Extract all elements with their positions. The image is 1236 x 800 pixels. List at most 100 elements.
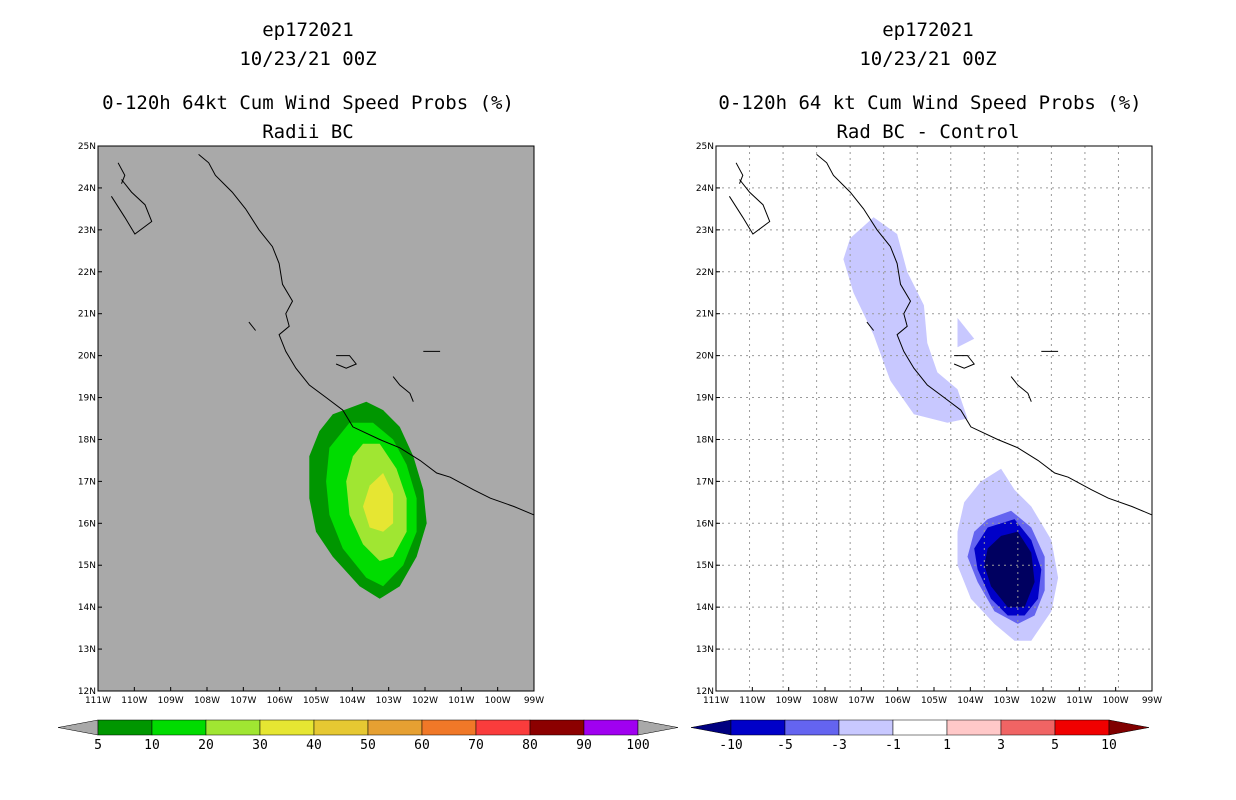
y-tick-label: 17N <box>78 477 96 487</box>
colorbar-label: 100 <box>626 738 649 753</box>
left-panel-title: 0-120h 64kt Cum Wind Speed Probs (%) <box>102 92 514 114</box>
x-tick-label: 99W <box>1142 696 1162 706</box>
colorbar-segment <box>529 719 585 736</box>
colorbar-label: 10 <box>144 738 160 753</box>
x-tick-label: 109W <box>158 696 184 706</box>
colorbar-label: 3 <box>997 738 1005 753</box>
y-tick-label: 23N <box>78 226 96 236</box>
x-tick-label: 104W <box>957 696 983 706</box>
colorbar-segment <box>730 719 786 736</box>
coastline <box>816 154 1153 516</box>
x-tick-label: 103W <box>994 696 1020 706</box>
colorbar-label: 60 <box>414 738 430 753</box>
colorbar-segment <box>367 719 423 736</box>
colorbar-label: -10 <box>719 738 742 753</box>
y-tick-label: 12N <box>696 687 714 697</box>
x-tick-label: 111W <box>703 696 729 706</box>
coastline <box>866 321 874 331</box>
colorbar-label: -1 <box>885 738 901 753</box>
colorbar-segment <box>892 719 948 736</box>
colorbar-label: 70 <box>468 738 484 753</box>
colorbar-label: 5 <box>94 738 102 753</box>
y-tick-label: 13N <box>696 645 714 655</box>
right-panel-title: 0-120h 64 kt Cum Wind Speed Probs (%) <box>718 92 1142 114</box>
y-tick-label: 14N <box>78 603 96 613</box>
colorbar-label: 40 <box>306 738 322 753</box>
x-tick-label: 110W <box>739 696 765 706</box>
colorbar-segment <box>1054 719 1110 736</box>
x-tick-label: 109W <box>776 696 802 706</box>
y-tick-label: 21N <box>78 310 96 320</box>
probability-contour-30 <box>363 473 394 532</box>
x-tick-label: 107W <box>230 696 256 706</box>
colorbar-left-arrow <box>690 719 732 736</box>
colorbar-label: 90 <box>576 738 592 753</box>
colorbar-segment <box>259 719 315 736</box>
coastline <box>728 179 771 235</box>
y-tick-label: 16N <box>78 519 96 529</box>
left-panel-storm-id: ep172021 <box>262 19 354 41</box>
x-tick-label: 101W <box>448 696 474 706</box>
y-tick-label: 19N <box>696 394 714 404</box>
coastline <box>248 321 256 331</box>
y-tick-label: 24N <box>78 184 96 194</box>
y-tick-label: 25N <box>696 142 714 152</box>
colorbar-label: 30 <box>252 738 268 753</box>
x-tick-label: 102W <box>412 696 438 706</box>
colorbar-left-arrow <box>57 719 99 736</box>
x-tick-label: 105W <box>921 696 947 706</box>
y-tick-label: 20N <box>696 352 714 362</box>
colorbar-segment <box>946 719 1002 736</box>
x-tick-label: 105W <box>303 696 329 706</box>
x-tick-label: 99W <box>524 696 544 706</box>
probability-contour-minus10 <box>984 531 1035 608</box>
colorbar-label: -5 <box>777 738 793 753</box>
x-tick-label: 100W <box>485 696 511 706</box>
x-tick-label: 104W <box>339 696 365 706</box>
x-tick-label: 108W <box>194 696 220 706</box>
y-tick-label: 13N <box>78 645 96 655</box>
colorbar-segment <box>583 719 639 736</box>
colorbar-segment <box>838 719 894 736</box>
y-tick-label: 22N <box>696 268 714 278</box>
colorbar-segment <box>784 719 840 736</box>
x-tick-label: 111W <box>85 696 111 706</box>
y-tick-label: 20N <box>78 352 96 362</box>
y-tick-label: 19N <box>78 394 96 404</box>
y-tick-label: 17N <box>696 477 714 487</box>
colorbar-segment <box>313 719 369 736</box>
y-tick-label: 22N <box>78 268 96 278</box>
colorbar-label: 10 <box>1101 738 1117 753</box>
colorbar-label: 20 <box>198 738 214 753</box>
coastline <box>1010 376 1032 402</box>
y-tick-label: 12N <box>78 687 96 697</box>
colorbar-label: 80 <box>522 738 538 753</box>
y-tick-label: 16N <box>696 519 714 529</box>
colorbar-segment <box>97 719 153 736</box>
x-tick-label: 106W <box>267 696 293 706</box>
left-panel-date: 10/23/21 00Z <box>239 48 377 70</box>
y-tick-label: 21N <box>696 310 714 320</box>
y-tick-label: 18N <box>78 435 96 445</box>
x-tick-label: 107W <box>848 696 874 706</box>
colorbar-right-arrow <box>637 719 679 736</box>
y-tick-label: 18N <box>696 435 714 445</box>
right-panel-date: 10/23/21 00Z <box>859 48 997 70</box>
y-tick-label: 24N <box>696 184 714 194</box>
x-tick-label: 108W <box>812 696 838 706</box>
left-panel-subtitle: Radii BC <box>262 121 354 143</box>
right-panel-subtitle: Rad BC - Control <box>836 121 1020 143</box>
coastline <box>392 376 414 402</box>
colorbar-segment <box>205 719 261 736</box>
colorbar-label: 5 <box>1051 738 1059 753</box>
x-tick-label: 106W <box>885 696 911 706</box>
coastline <box>110 179 153 235</box>
probability-contour-minus1 <box>957 317 975 348</box>
colorbar-label: 50 <box>360 738 376 753</box>
coastline <box>953 355 976 369</box>
colorbar-segment <box>1000 719 1056 736</box>
y-tick-label: 14N <box>696 603 714 613</box>
x-tick-label: 102W <box>1030 696 1056 706</box>
coastline <box>735 162 744 184</box>
